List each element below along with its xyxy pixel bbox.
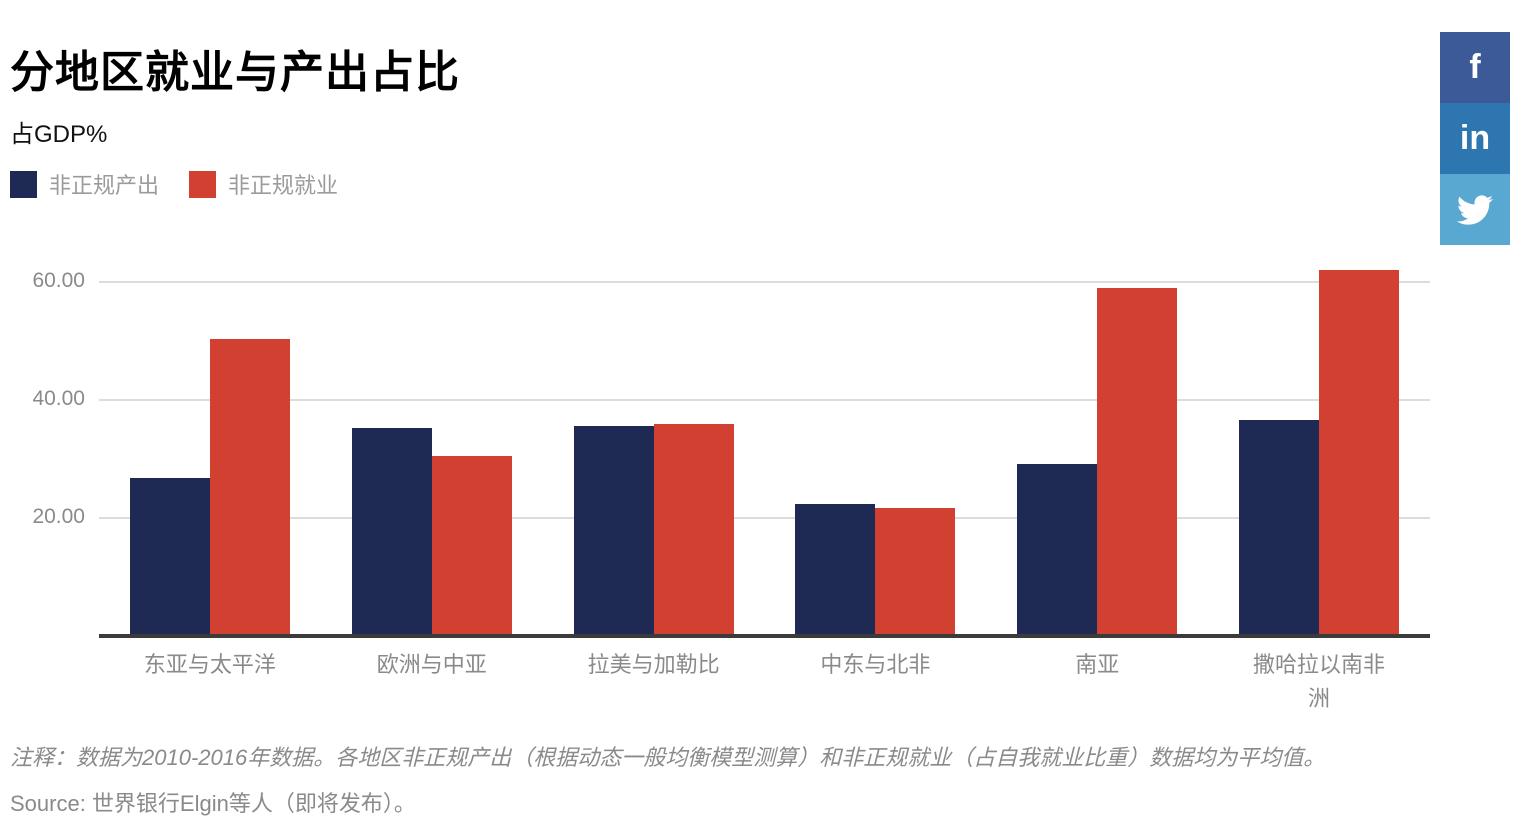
legend-label-informal-output: 非正规产出 bbox=[49, 173, 160, 198]
x-axis-labels: 东亚与太平洋 欧洲与中亚 拉美与加勒比 中东与北非 南亚 撒哈拉以南非洲 bbox=[99, 648, 1430, 716]
legend-swatch-informal-output bbox=[10, 170, 37, 198]
bar-s0-c1 bbox=[351, 427, 432, 636]
bar-groups bbox=[99, 250, 1430, 636]
y-axis-tick-label: 60.00 bbox=[32, 268, 85, 292]
x-axis-label: 中东与北非 bbox=[820, 652, 931, 677]
bar-s1-c2 bbox=[653, 424, 734, 636]
x-axis-label: 东亚与太平洋 bbox=[143, 652, 276, 677]
gridline bbox=[99, 280, 1430, 283]
x-axis-label-cell: 南亚 bbox=[986, 648, 1208, 682]
bar-group bbox=[986, 250, 1208, 636]
source-line: Source: 世界银行Elgin等人（即将发布）。 bbox=[10, 791, 416, 816]
legend-swatch-informal-employment bbox=[189, 170, 217, 198]
bar-s1-c4 bbox=[1097, 287, 1178, 636]
legend: 非正规产出 非正规就业 bbox=[10, 168, 338, 200]
bar-group bbox=[543, 250, 765, 636]
facebook-icon: f bbox=[1469, 48, 1481, 86]
y-axis-tick-label: 20.00 bbox=[32, 504, 85, 528]
linkedin-share-button[interactable]: in bbox=[1440, 103, 1510, 174]
facebook-share-button[interactable]: f bbox=[1440, 32, 1510, 103]
bar-group bbox=[99, 250, 321, 636]
legend-label-informal-employment: 非正规就业 bbox=[228, 173, 339, 198]
x-axis-label-cell: 撒哈拉以南非洲 bbox=[1208, 648, 1430, 716]
bar-group bbox=[1208, 250, 1430, 636]
x-axis-label-cell: 欧洲与中亚 bbox=[321, 648, 543, 682]
bar-s1-c5 bbox=[1319, 270, 1400, 636]
y-axis: 20.00 40.00 60.00 bbox=[0, 250, 85, 636]
gridline bbox=[99, 516, 1430, 519]
x-axis-label-cell: 中东与北非 bbox=[764, 648, 986, 682]
x-axis-label: 欧洲与中亚 bbox=[376, 652, 487, 677]
x-axis-label-cell: 拉美与加勒比 bbox=[543, 648, 765, 682]
bar-s0-c5 bbox=[1239, 419, 1320, 636]
bar-s1-c3 bbox=[875, 507, 956, 636]
bar-s0-c2 bbox=[573, 425, 654, 636]
bar-s0-c4 bbox=[1017, 463, 1098, 636]
bar-chart: 20.00 40.00 60.00 东亚与太平洋 欧洲与中亚 拉美与加勒比 中东与北非 南亚… bbox=[0, 250, 1520, 730]
x-axis-line bbox=[99, 634, 1430, 638]
bar-group bbox=[764, 250, 986, 636]
bar-s0-c3 bbox=[795, 503, 876, 636]
bar-s0-c0 bbox=[129, 477, 210, 636]
chart-title: 分地区就业与产出占比 bbox=[10, 48, 460, 97]
plot-area bbox=[99, 250, 1430, 638]
bar-group bbox=[321, 250, 543, 636]
bar-s1-c0 bbox=[209, 339, 290, 636]
x-axis-label: 撒哈拉以南非洲 bbox=[1253, 652, 1386, 712]
twitter-icon bbox=[1457, 194, 1493, 225]
x-axis-label: 南亚 bbox=[1075, 652, 1120, 677]
legend-item-informal-employment: 非正规就业 bbox=[189, 168, 338, 200]
chart-subtitle: 占GDP% bbox=[10, 121, 108, 148]
linkedin-icon: in bbox=[1459, 119, 1491, 157]
legend-item-informal-output: 非正规产出 bbox=[10, 168, 159, 200]
gridline bbox=[99, 398, 1430, 401]
y-axis-tick-label: 40.00 bbox=[32, 386, 85, 410]
twitter-share-button[interactable] bbox=[1440, 174, 1510, 245]
footnote: 注释：数据为2010-2016年数据。各地区非正规产出（根据动态一般均衡模型测算… bbox=[10, 745, 1326, 770]
bar-s1-c1 bbox=[431, 456, 512, 636]
social-share-buttons: f in bbox=[1440, 32, 1510, 245]
x-axis-label-cell: 东亚与太平洋 bbox=[99, 648, 321, 682]
x-axis-label: 拉美与加勒比 bbox=[587, 652, 720, 677]
